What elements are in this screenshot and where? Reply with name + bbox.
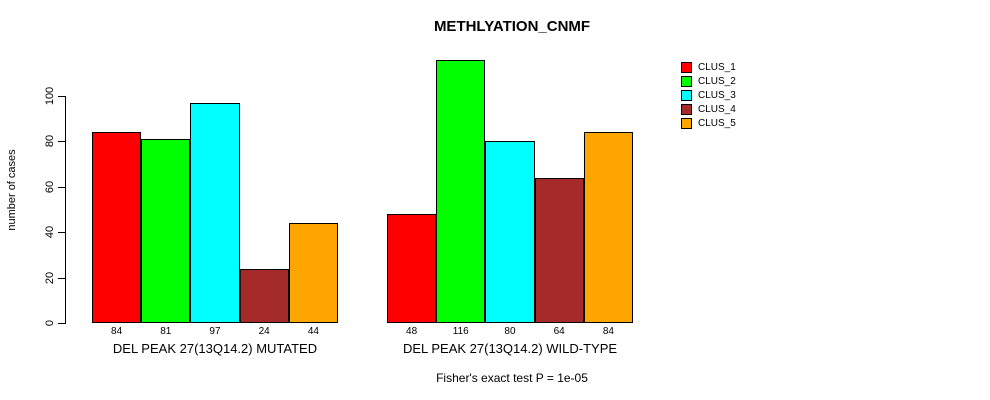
legend-swatch: [681, 89, 692, 101]
bar: [534, 177, 584, 323]
bar: [485, 141, 535, 323]
y-tick: [58, 96, 65, 97]
y-tick: [58, 277, 65, 279]
bar-value-label: 24: [258, 326, 270, 337]
y-tick: [58, 186, 65, 188]
y-tick-label: 60: [44, 180, 56, 193]
legend-item: CLUS_5: [681, 116, 736, 130]
y-tick: [58, 141, 65, 143]
legend-item: CLUS_3: [681, 88, 736, 102]
legend-swatch: [681, 117, 692, 129]
bar: [92, 132, 142, 323]
legend-swatch: [681, 61, 692, 73]
y-tick-label: 0: [44, 319, 56, 327]
y-tick-label: 100: [44, 86, 56, 106]
bar-value-label: 116: [452, 326, 469, 337]
y-tick-label: 20: [44, 271, 56, 284]
bar-value-label: 44: [307, 326, 319, 337]
group-label: DEL PEAK 27(13Q14.2) WILD-TYPE: [402, 341, 618, 356]
y-tick-label: 80: [44, 135, 56, 148]
chart-title: METHLYATION_CNMF: [433, 18, 591, 35]
bar: [190, 102, 240, 323]
bar: [288, 223, 338, 323]
legend-label: CLUS_5: [698, 117, 736, 129]
y-tick-label: 40: [44, 226, 56, 239]
y-tick: [58, 323, 65, 324]
bar-value-label: 97: [209, 326, 221, 337]
legend-item: CLUS_1: [681, 60, 736, 74]
group-label: DEL PEAK 27(13Q14.2) MUTATED: [112, 341, 318, 356]
legend-swatch: [681, 103, 692, 115]
bar-value-label: 48: [406, 326, 418, 337]
bar: [436, 59, 486, 323]
legend-label: CLUS_1: [698, 61, 736, 73]
legend-swatch: [681, 75, 692, 87]
footer-annotation: Fisher's exact test P = 1e-05: [436, 371, 588, 385]
y-axis-line: [65, 96, 66, 324]
y-tick: [58, 232, 65, 234]
bar-value-label: 81: [160, 326, 172, 337]
legend-label: CLUS_2: [698, 75, 736, 87]
legend: CLUS_1 CLUS_2 CLUS_3 CLUS_4 CLUS_5: [681, 60, 736, 130]
bar-value-label: 64: [553, 326, 565, 337]
legend-item: CLUS_2: [681, 74, 736, 88]
legend-label: CLUS_4: [698, 103, 736, 115]
legend-item: CLUS_4: [681, 102, 736, 116]
bar-value-label: 80: [504, 326, 516, 337]
legend-label: CLUS_3: [698, 89, 736, 101]
y-axis-label: number of cases: [6, 149, 18, 231]
bar: [387, 214, 437, 323]
bar-value-label: 84: [602, 326, 614, 337]
bar: [141, 139, 191, 323]
bar-value-label: 84: [111, 326, 123, 337]
bar: [583, 132, 633, 323]
bar: [239, 268, 289, 323]
